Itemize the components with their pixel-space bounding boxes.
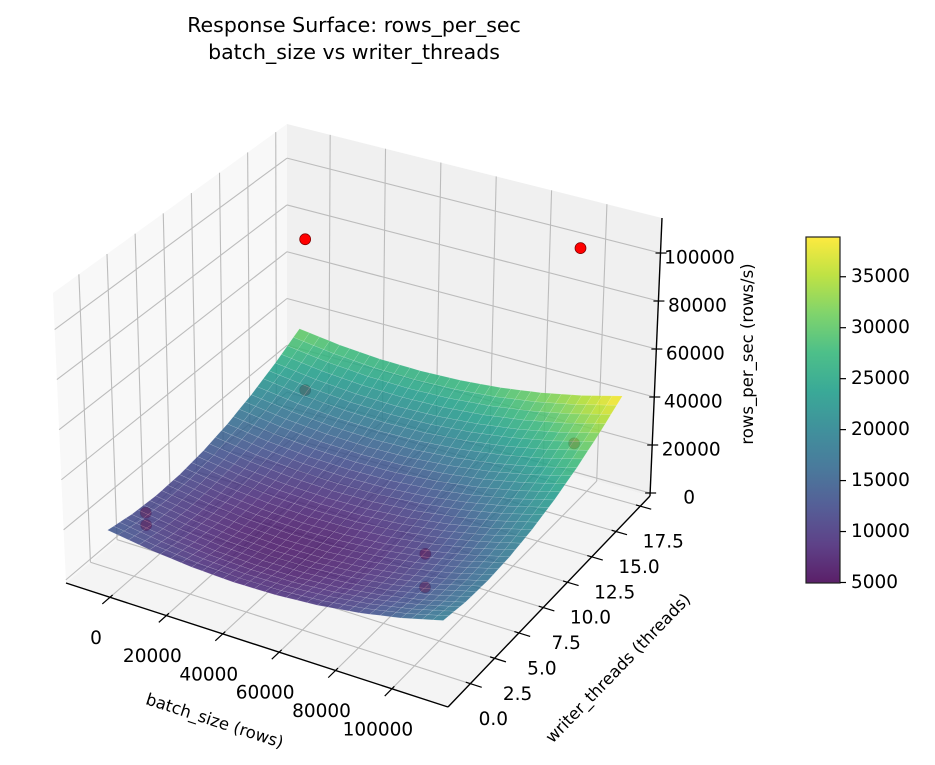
z-tick-label: 60000: [666, 344, 725, 365]
surface-patch: [443, 605, 461, 612]
y-tick-label: 17.5: [643, 532, 684, 553]
y-tick: [611, 529, 628, 536]
y-tick: [538, 605, 555, 612]
gridline-y-left: [190, 193, 198, 472]
surface-patch: [549, 483, 567, 493]
chart-subtitle: batch_size vs writer_threads: [208, 40, 500, 65]
y-tick: [587, 554, 603, 561]
y-tick: [465, 681, 482, 688]
colorbar-tick-label: 30000: [851, 317, 910, 338]
gridline-y-left: [247, 152, 251, 427]
gridline-y-left: [275, 132, 277, 405]
y-tick-label: 0.0: [479, 709, 508, 730]
x-tick: [158, 612, 170, 623]
x-tick: [384, 685, 395, 697]
gridline-z-back: [286, 251, 657, 350]
surface-patch: [543, 491, 561, 501]
gridline-z-left: [56, 204, 288, 381]
z-tick-label: 20000: [662, 440, 721, 461]
colorbar-tick-label: 15000: [851, 470, 910, 491]
surface-patch: [432, 615, 450, 621]
x-tick-label: 60000: [236, 683, 295, 704]
colorbar-tick-label: 35000: [851, 266, 910, 287]
colorbar-tick-label: 5000: [851, 572, 898, 593]
y-tick: [489, 656, 507, 663]
surface-patch: [487, 562, 505, 570]
x-tick-label: 80000: [292, 701, 351, 722]
gridline-z-left: [63, 344, 288, 531]
surface-patch: [476, 574, 494, 582]
x-tick: [101, 594, 113, 605]
gridline-y-floor: [90, 561, 471, 685]
scatter-point: [299, 233, 312, 246]
left-pane: [53, 124, 287, 583]
surface-patch: [465, 585, 483, 592]
gridline-y-left: [162, 213, 171, 495]
gridline-z-left: [61, 298, 288, 481]
colorbar-tick-label: 25000: [851, 368, 910, 389]
x-tick: [327, 667, 339, 679]
scatter-point: [574, 242, 587, 254]
x-axis-line: [65, 582, 449, 708]
x-tick-label: 40000: [179, 664, 238, 685]
scatter-points-front: [299, 233, 587, 254]
y-tick: [635, 504, 652, 510]
surface-patch: [588, 423, 606, 434]
z-tick-label: 100000: [664, 248, 735, 269]
surface-patch: [493, 556, 511, 563]
z-tick-label: 80000: [668, 296, 727, 317]
surface-patch: [454, 596, 472, 603]
y-tick: [514, 630, 531, 637]
gridline-y-left: [106, 253, 118, 540]
gridline-z-left: [54, 157, 288, 330]
surface-patch: [515, 529, 533, 537]
gridline-y-left: [218, 172, 224, 450]
x-tick-label: 20000: [123, 646, 182, 667]
x-tick: [214, 631, 226, 642]
y-tick-label: 2.5: [503, 684, 532, 705]
y-axis-label: writer_threads (threads): [542, 590, 695, 748]
axis-lines: [65, 217, 667, 708]
colorbar-gradient: [805, 236, 841, 584]
gridline-y-left: [134, 233, 145, 518]
surface-patch: [448, 601, 466, 608]
surface-patch: [521, 521, 538, 530]
y-tick-label: 15.0: [618, 557, 659, 578]
surface-patch: [571, 449, 589, 460]
surface-patch: [470, 580, 489, 587]
gridline-y-left: [78, 274, 91, 563]
colorbar-tick-label: 20000: [851, 419, 910, 440]
gridline-z-back: [286, 157, 661, 254]
gridline-x-back: [596, 204, 608, 482]
y-tick: [562, 580, 579, 587]
gridline-z-left: [58, 251, 288, 431]
gridline-z-back: [286, 297, 655, 398]
y-tick-label: 5.0: [527, 658, 556, 679]
z-tick-label: 40000: [664, 392, 723, 413]
response-surface: [106, 328, 623, 621]
surface-patch: [482, 568, 500, 576]
surface-patch: [566, 458, 583, 468]
z-tick-label: 0: [683, 488, 695, 509]
surface-patch: [583, 432, 600, 442]
surface-patch: [537, 499, 555, 508]
y-tick-label: 12.5: [594, 582, 635, 603]
z-axis-line: [649, 217, 663, 497]
surface-patch: [504, 542, 522, 551]
colorbar-tick-label: 10000: [851, 521, 910, 542]
surface-patch: [560, 467, 578, 477]
surface-patch: [498, 549, 516, 557]
chart-title: Response Surface: rows_per_sec: [187, 13, 521, 38]
gridline-z-back: [286, 204, 659, 302]
z-axis-label: rows_per_sec (rows/s): [738, 263, 758, 444]
surface-patch: [509, 535, 527, 544]
x-tick: [271, 649, 283, 660]
x-tick-label: 100000: [343, 719, 414, 740]
y-tick-label: 7.5: [551, 633, 580, 654]
x-tick-label: 0: [90, 628, 102, 649]
y-tick-label: 10.0: [570, 608, 611, 629]
colorbar: 5000 10000 15000 20000 25000 30000 35000: [805, 236, 910, 593]
